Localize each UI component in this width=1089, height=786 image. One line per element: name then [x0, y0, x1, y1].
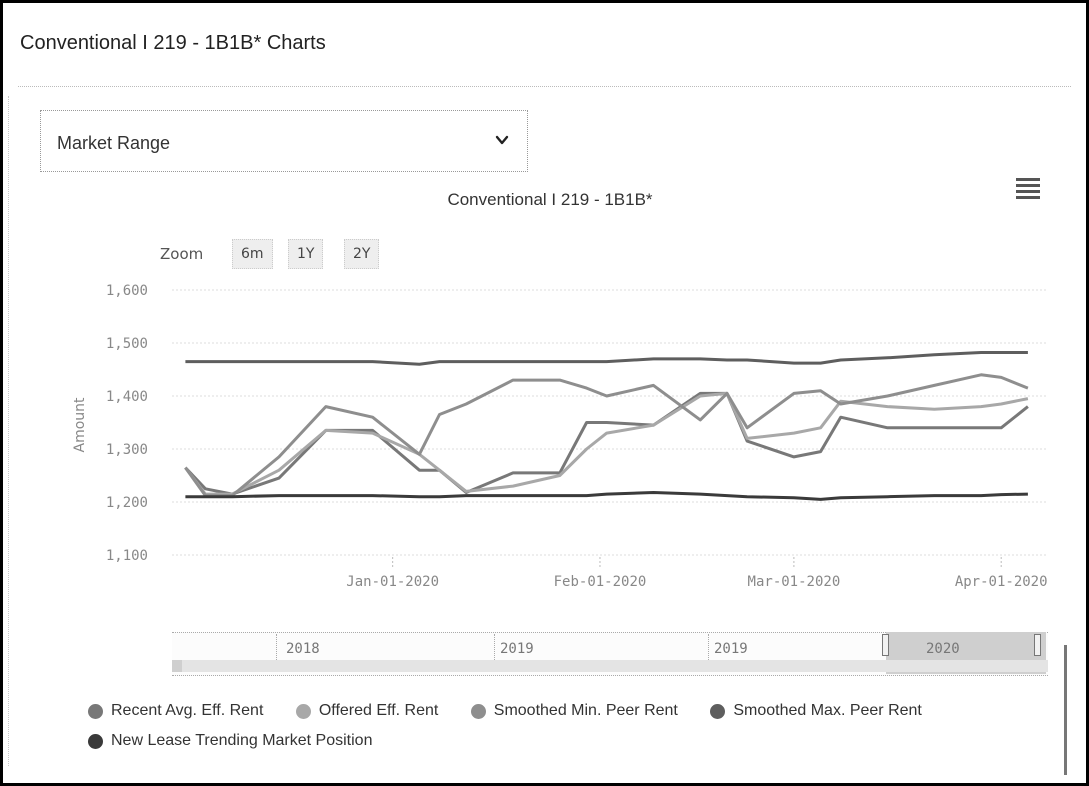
series-line-smoothed-max[interactable] [185, 351, 1028, 366]
zoom-2y-button[interactable]: 2Y [344, 239, 380, 269]
chevron-down-icon [495, 135, 509, 145]
panel-title: Conventional I 219 - 1B1B* Charts [20, 32, 326, 54]
x-tick-label: Apr-01-2020 [955, 574, 1048, 590]
navigator-label-2019-b: 2019 [714, 641, 748, 657]
y-tick-label: 1,400 [106, 389, 148, 405]
navigator-right-handle[interactable] [1034, 634, 1041, 656]
x-tick-label: Feb-01-2020 [554, 574, 647, 590]
navigator-divider [708, 634, 709, 660]
zoom-6m-button[interactable]: 6m [232, 239, 273, 269]
legend-item-new-lease[interactable]: New Lease Trending Market Position [88, 726, 372, 756]
legend-item-recent-avg[interactable]: Recent Avg. Eff. Rent [88, 696, 263, 726]
chart-type-dropdown[interactable]: Market Range [40, 110, 528, 172]
legend-dot-icon [88, 733, 103, 749]
legend-label: New Lease Trending Market Position [111, 732, 373, 749]
dropdown-selected-value: Market Range [57, 133, 171, 153]
navigator-divider [494, 634, 495, 660]
y-tick-label: 1,100 [106, 548, 148, 564]
legend-dot-icon [88, 703, 103, 719]
left-track [8, 96, 10, 766]
navigator-label-2018: 2018 [286, 641, 320, 657]
right-scroll-indicator [1064, 645, 1067, 775]
x-tick-label: Mar-01-2020 [748, 574, 841, 590]
zoom-1y-button[interactable]: 1Y [288, 239, 324, 269]
legend-dot-icon [710, 703, 726, 719]
navigator-left-handle[interactable] [882, 634, 889, 656]
x-tick-label: Jan-01-2020 [346, 574, 439, 590]
legend-item-smoothed-max[interactable]: Smoothed Max. Peer Rent [710, 696, 922, 726]
legend-label: Smoothed Max. Peer Rent [733, 702, 922, 719]
scrollbar-left-button[interactable] [172, 660, 182, 672]
y-axis-title: Amount [72, 397, 88, 453]
navigator-label-2020: 2020 [926, 641, 960, 657]
y-tick-label: 1,300 [106, 442, 148, 458]
y-tick-label: 1,600 [106, 283, 148, 299]
series-line-smoothed-min[interactable] [184, 373, 1029, 498]
legend-dot-icon [295, 703, 311, 719]
legend-label: Smoothed Min. Peer Rent [493, 702, 678, 719]
y-tick-label: 1,500 [106, 336, 148, 352]
legend-label: Recent Avg. Eff. Rent [111, 702, 264, 719]
hamburger-menu-icon[interactable] [1016, 178, 1040, 200]
navigator-scrollbar[interactable] [172, 660, 1048, 672]
legend-item-smoothed-min[interactable]: Smoothed Min. Peer Rent [470, 696, 678, 726]
navigator-label-2019: 2019 [500, 641, 534, 657]
legend-item-offered[interactable]: Offered Eff. Rent [295, 696, 439, 726]
legend: Recent Avg. Eff. Rent Offered Eff. Rent … [88, 696, 1048, 756]
series-line-offered[interactable] [184, 391, 1029, 496]
zoom-label: Zoom [160, 245, 204, 263]
legend-dot-icon [470, 703, 486, 719]
title-divider [18, 86, 1071, 87]
legend-label: Offered Eff. Rent [318, 702, 439, 719]
navigator-divider [276, 634, 277, 660]
y-tick-label: 1,200 [106, 495, 148, 511]
series-line-new-lease[interactable] [185, 491, 1028, 501]
chart-title: Conventional I 219 - 1B1B* [447, 190, 653, 209]
